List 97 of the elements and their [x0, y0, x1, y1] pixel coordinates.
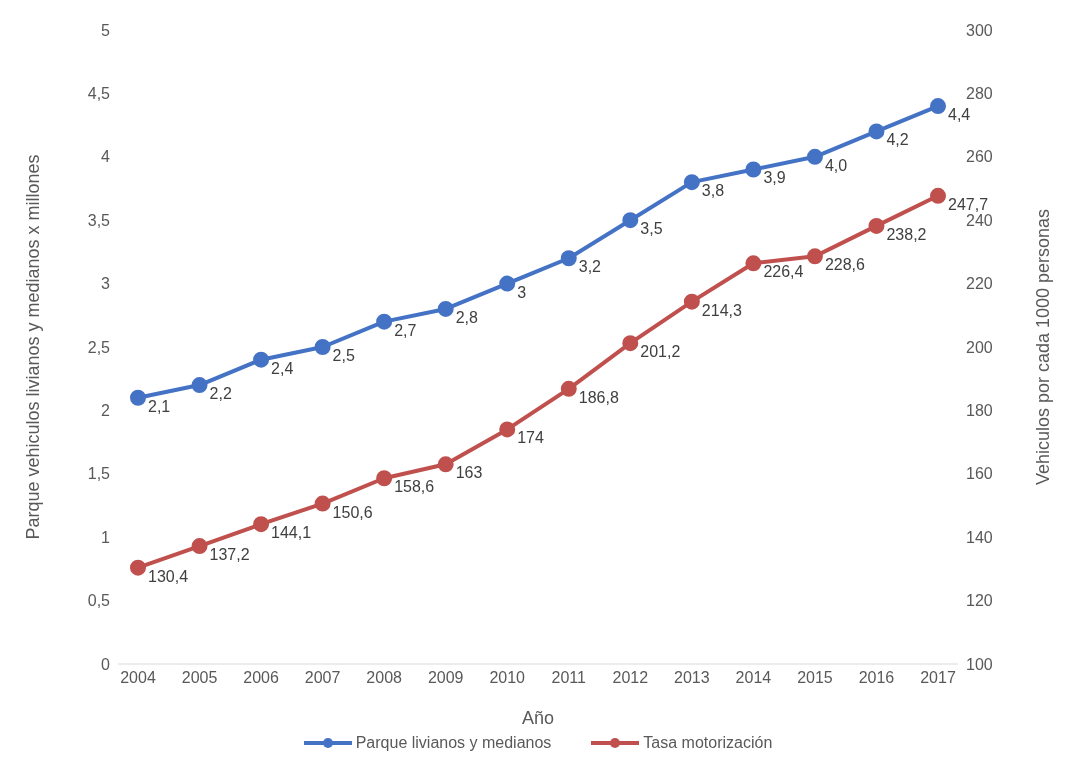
- point: [745, 161, 762, 178]
- data-label: 2,2: [209, 385, 232, 403]
- data-label: 186,8: [578, 388, 619, 406]
- data-label: 3,9: [763, 169, 786, 187]
- y-tick-label: 0,5: [87, 592, 111, 610]
- point: [930, 187, 946, 204]
- x-tick-label: 2015: [797, 669, 833, 687]
- data-label: 2,5: [332, 347, 355, 364]
- point: [499, 421, 516, 438]
- data-label: 214,3: [701, 301, 742, 319]
- data-label: 4,4: [948, 106, 971, 124]
- y-tick-label: 1,5: [87, 465, 111, 483]
- data-label: 174: [517, 429, 545, 447]
- y-tick-label: 2: [101, 402, 111, 420]
- point: [622, 335, 639, 352]
- point: [683, 174, 700, 191]
- data-label: 247,7: [948, 195, 989, 213]
- x-tick-label: 2005: [181, 669, 218, 687]
- point: [806, 148, 823, 165]
- point: [253, 351, 270, 368]
- point: [560, 250, 577, 267]
- x-tick-label: 2010: [489, 669, 526, 687]
- y-tick-label: 5: [101, 21, 111, 39]
- point: [683, 293, 700, 310]
- data-label: 4,2: [886, 131, 909, 149]
- point: [868, 217, 885, 234]
- point: [745, 255, 762, 272]
- data-label: 163: [455, 464, 483, 482]
- point: [437, 300, 454, 317]
- y2-tick-label: 260: [966, 148, 993, 166]
- y-tick-label: 3,5: [87, 211, 111, 229]
- point: [376, 470, 393, 487]
- y2-tick-label: 160: [966, 465, 993, 483]
- x-tick-label: 2011: [551, 669, 587, 687]
- data-label: 228,6: [824, 256, 866, 274]
- point: [191, 538, 208, 555]
- point: [376, 313, 393, 330]
- point: [314, 339, 331, 355]
- y-tick-label: 0: [101, 655, 111, 673]
- y-tick-label: 4: [101, 148, 111, 166]
- point: [806, 248, 823, 265]
- x-tick-label: 2017: [920, 669, 956, 687]
- point: [622, 212, 639, 229]
- data-label: 238,2: [886, 225, 927, 243]
- data-label: 226,4: [763, 263, 804, 281]
- legend-label: Tasa motorización: [642, 734, 773, 752]
- point: [191, 377, 208, 394]
- y2-tick-label: 300: [966, 21, 993, 39]
- y-tick-label: 4,5: [87, 85, 111, 103]
- data-label: 3,5: [640, 220, 663, 238]
- y2-tick-label: 120: [966, 592, 993, 610]
- legend-label: Parque livianos y medianos: [354, 734, 552, 752]
- y2-tick-label: 100: [966, 655, 993, 673]
- point: [130, 559, 146, 576]
- point: [868, 123, 885, 140]
- x-tick-label: 2014: [735, 669, 772, 687]
- data-label: 3,2: [578, 258, 602, 276]
- y2-tick-label: 220: [966, 275, 993, 293]
- y-tick-label: 2,5: [87, 338, 111, 356]
- y2-tick-label: 240: [966, 211, 993, 229]
- x-axis-title: Año: [521, 708, 555, 728]
- y-tick-label: 1: [101, 528, 111, 546]
- y2-tick-label: 180: [966, 402, 993, 420]
- y2-axis-title: Vehiculos por cada 1000 personas: [1033, 208, 1054, 486]
- y2-tick-label: 140: [966, 528, 993, 546]
- data-label: 158,6: [394, 478, 435, 496]
- y2-tick-label: 280: [966, 85, 993, 103]
- data-label: 3: [517, 283, 527, 301]
- data-label: 2,4: [271, 359, 294, 377]
- data-label: 150,6: [332, 503, 373, 521]
- point: [930, 98, 946, 115]
- point: [437, 456, 454, 473]
- x-tick-label: 2007: [304, 669, 341, 687]
- data-label: 144,1: [271, 524, 312, 542]
- x-tick-label: 2013: [674, 669, 710, 687]
- point: [314, 495, 331, 512]
- data-label: 201,2: [640, 343, 681, 361]
- point: [130, 389, 146, 406]
- y-axis-title: Parque vehiculos livianos y medianos x millones: [23, 154, 44, 540]
- data-label: 2,1: [148, 397, 171, 415]
- point: [253, 516, 270, 533]
- y2-tick-label: 200: [966, 338, 993, 356]
- data-label: 3,8: [701, 182, 725, 200]
- data-label: 130,4: [148, 567, 189, 585]
- x-tick-label: 2012: [612, 669, 649, 687]
- point: [560, 380, 577, 397]
- point: [499, 275, 516, 292]
- x-tick-label: 2009: [427, 669, 464, 687]
- data-label: 137,2: [209, 546, 250, 564]
- x-tick-label: 2016: [858, 669, 895, 687]
- x-tick-label: 2004: [120, 669, 156, 687]
- x-tick-label: 2006: [243, 669, 279, 687]
- data-label: 2,8: [455, 308, 479, 326]
- y-tick-label: 3: [101, 275, 111, 293]
- data-label: 4,0: [824, 156, 848, 174]
- data-label: 2,7: [394, 321, 417, 339]
- x-tick-label: 2008: [366, 669, 403, 687]
